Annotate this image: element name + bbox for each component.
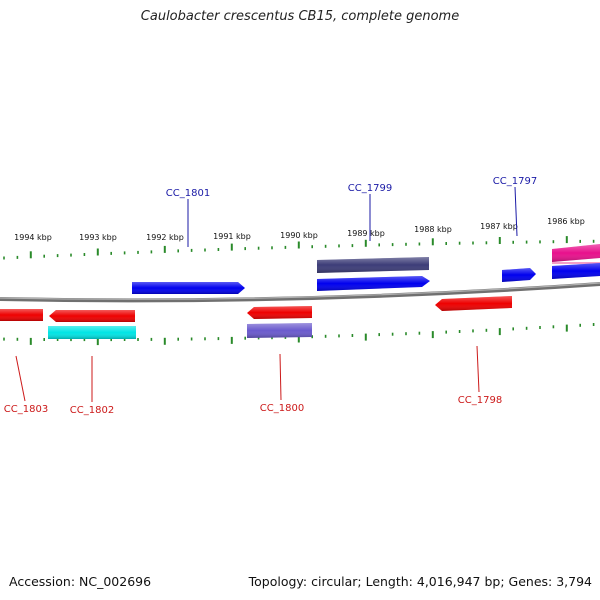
scale-label: 1986 kbp xyxy=(547,217,585,226)
leader-line-cc-1798 xyxy=(476,345,480,393)
feature-cc-1801-shade xyxy=(132,282,245,294)
feature-shade xyxy=(502,268,536,282)
scale-label: 1989 kbp xyxy=(347,229,385,238)
scale-ticks-top xyxy=(3,236,595,260)
leader-line-cc-1803 xyxy=(15,355,26,402)
genome-backbone xyxy=(0,282,600,303)
genome-backbone-highlight xyxy=(0,282,600,300)
scale-label: 1987 kbp xyxy=(480,222,518,231)
gene-label-cc-1799[interactable]: CC_1799 xyxy=(348,183,392,194)
feature-shade xyxy=(247,306,312,319)
gene-label-cc-1800[interactable]: CC_1800 xyxy=(260,403,304,414)
gene-label-cc-1802[interactable]: CC_1802 xyxy=(70,405,114,416)
feature-shade xyxy=(49,310,135,322)
gene-label-cc-1803[interactable]: CC_1803 xyxy=(4,404,48,415)
gene-label-cc-1801[interactable]: CC_1801 xyxy=(166,188,210,199)
map-title: Caulobacter crescentus CB15, complete ge… xyxy=(140,9,460,24)
scale-label: 1993 kbp xyxy=(79,233,117,242)
scale-label: 1994 kbp xyxy=(14,233,52,242)
scale-labels: 1994 kbp 1993 kbp 1992 kbp 1991 kbp 1990… xyxy=(14,217,585,242)
feature-shade xyxy=(317,276,430,291)
feature-shade xyxy=(552,263,600,279)
gene-label-cc-1797[interactable]: CC_1797 xyxy=(493,176,537,187)
scale-label: 1990 kbp xyxy=(280,231,318,240)
feature-shade xyxy=(247,323,312,338)
feature-shade xyxy=(0,309,43,321)
genome-summary-text: Topology: circular; Length: 4,016,947 bp… xyxy=(248,574,592,589)
feature-shade xyxy=(48,326,136,339)
gene-label-cc-1798[interactable]: CC_1798 xyxy=(458,395,502,406)
feature-shade xyxy=(552,244,600,262)
leader-line-cc-1797 xyxy=(514,186,518,237)
leader-line-cc-1800 xyxy=(279,353,282,401)
scale-label: 1991 kbp xyxy=(213,232,251,241)
feature-shade xyxy=(435,296,512,311)
scale-label: 1988 kbp xyxy=(414,225,452,234)
feature-shade xyxy=(317,257,429,273)
feature-pink-border xyxy=(552,262,600,264)
accession-text: Accession: NC_002696 xyxy=(9,574,152,589)
scale-label: 1992 kbp xyxy=(146,233,184,242)
